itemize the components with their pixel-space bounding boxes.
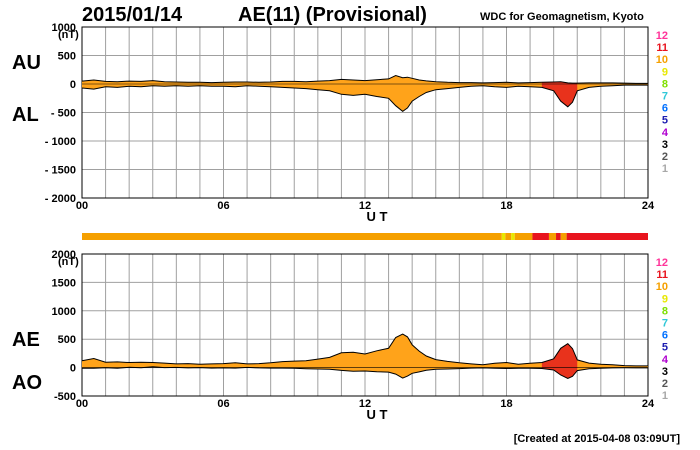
au-al-x-axis-label: U T <box>367 209 388 224</box>
ae-ao-x-tick-label: 00 <box>76 398 88 410</box>
au-al-x-tick-label: 00 <box>76 200 88 212</box>
ae-ao-y-tick-label: 1000 <box>52 306 76 318</box>
au-al-y-tick-label: 0 <box>70 79 76 91</box>
au-al-level-label: 1 <box>662 163 668 175</box>
activity-bar-segment <box>505 233 512 240</box>
au-al-al-line <box>81 84 648 113</box>
ae-label: AE <box>12 329 40 351</box>
activity-bar-segment <box>501 233 506 240</box>
au-al-x-tick-label: 12 <box>359 200 371 212</box>
ae-ao-level-label: 11 <box>656 269 668 281</box>
ae-ao-y-tick-label: -500 <box>54 391 76 403</box>
ae-ao-x-tick-label: 24 <box>642 398 655 410</box>
ae-ao-y-tick-label: 1500 <box>52 277 76 289</box>
au-al-active-area <box>541 81 578 107</box>
ao-label: AO <box>12 372 42 394</box>
ae-ao-y-tick-label: 500 <box>58 334 76 346</box>
ae-ao-level-label: 1 <box>662 390 668 402</box>
au-al-level-label: 10 <box>656 54 668 66</box>
au-al-level-label: 11 <box>656 42 668 54</box>
activity-bar-segment <box>532 233 549 240</box>
created-timestamp: [Created at 2015-04-08 03:09UT] <box>513 433 680 445</box>
au-label: AU <box>12 52 41 74</box>
au-al-x-tick-label: 18 <box>500 200 512 212</box>
ae-ao-level-label: 4 <box>662 354 669 366</box>
au-al-y-tick-label: 500 <box>58 51 76 63</box>
au-al-y-tick-label: 1000 <box>52 22 76 34</box>
activity-bar-segment <box>514 233 533 240</box>
au-al-level-label: 5 <box>662 115 668 127</box>
data-source-label: WDC for Geomagnetism, Kyoto <box>480 11 644 23</box>
au-al-band-area <box>82 75 648 112</box>
activity-bar-segment <box>566 233 648 240</box>
ae-ao-active-area <box>541 343 578 379</box>
au-al-level-label: 7 <box>662 91 668 103</box>
plot-date: 2015/01/14 <box>82 4 183 26</box>
ae-ao-plot-frame <box>81 253 649 397</box>
au-al-unit-label: (nT) <box>58 29 79 41</box>
ae-ao-level-label: 6 <box>662 330 668 342</box>
ae-ao-level-label: 5 <box>662 342 668 354</box>
au-al-y-tick-label: - 500 <box>51 108 76 120</box>
ae-ao-unit-label: (nT) <box>58 256 79 268</box>
au-al-level-label: 8 <box>662 78 668 90</box>
ae-ao-x-axis-label: U T <box>367 407 388 422</box>
au-al-plot-frame <box>81 26 649 199</box>
au-al-level-label: 12 <box>656 30 668 42</box>
au-al-level-label: 4 <box>662 127 669 139</box>
activity-bar-segment <box>548 233 557 240</box>
ae-ao-level-label: 10 <box>656 281 668 293</box>
ae-ao-x-tick-label: 18 <box>500 398 512 410</box>
au-al-level-label: 6 <box>662 103 668 115</box>
ae-ao-x-tick-label: 12 <box>359 398 371 410</box>
activity-bar-segment <box>560 233 567 240</box>
ae-ao-x-tick-label: 06 <box>217 398 229 410</box>
au-al-x-tick-label: 24 <box>642 200 655 212</box>
ae-ao-ae-line <box>81 333 648 367</box>
au-al-x-tick-label: 06 <box>217 200 229 212</box>
ae-ao-level-label: 7 <box>662 318 668 330</box>
au-al-level-label: 2 <box>662 151 668 163</box>
au-al-level-label: 9 <box>662 66 668 78</box>
au-al-y-tick-label: - 1500 <box>45 165 76 177</box>
ae-ao-y-tick-label: 0 <box>70 363 76 375</box>
ae-ao-level-label: 9 <box>662 293 668 305</box>
activity-bar-segment <box>82 233 502 240</box>
ae-ao-y-tick-label: 2000 <box>52 249 76 261</box>
au-al-y-tick-label: - 2000 <box>45 193 76 205</box>
au-al-y-tick-label: - 1000 <box>45 136 76 148</box>
ae-ao-level-label: 3 <box>662 366 668 378</box>
au-al-level-label: 3 <box>662 139 668 151</box>
ae-ao-level-label: 8 <box>662 305 668 317</box>
al-label: AL <box>12 104 39 126</box>
au-al-au-line <box>81 74 648 84</box>
activity-bar-segment <box>511 233 515 240</box>
plot-title: AE(11) (Provisional) <box>238 4 427 26</box>
activity-bar-segment <box>556 233 561 240</box>
ae-ao-level-label: 12 <box>656 257 668 269</box>
ae-ao-level-label: 2 <box>662 378 668 390</box>
